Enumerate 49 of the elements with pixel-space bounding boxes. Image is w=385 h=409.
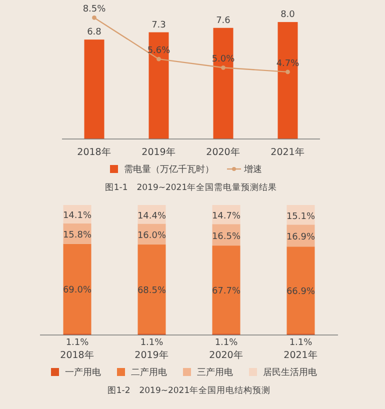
legend-label: 二产用电 bbox=[131, 367, 167, 378]
point bbox=[92, 16, 96, 20]
legend-label: 增速 bbox=[243, 164, 262, 175]
data-label: 1.1% bbox=[214, 338, 238, 348]
data-label: 14.1% bbox=[62, 211, 92, 222]
data-label: 16.5% bbox=[212, 232, 241, 242]
bar bbox=[63, 244, 92, 334]
data-label: 7.3 bbox=[152, 20, 166, 30]
point bbox=[286, 70, 290, 74]
bar bbox=[213, 28, 234, 139]
data-label: 1.1% bbox=[66, 338, 90, 348]
data-label: 14.4% bbox=[137, 211, 166, 222]
x-tick-label: 2021年 bbox=[284, 349, 318, 361]
data-label: 68.5% bbox=[137, 286, 166, 296]
legend-label: 居民生活用电 bbox=[263, 367, 317, 378]
data-label: 1.1% bbox=[140, 338, 164, 348]
data-label: 15.8% bbox=[62, 230, 92, 241]
data-label: 14.7% bbox=[212, 212, 241, 222]
data-label: 16.0% bbox=[137, 231, 166, 242]
x-tick-label: 2020年 bbox=[206, 146, 240, 158]
x-tick-label: 2018年 bbox=[77, 146, 112, 158]
data-label: 8.5% bbox=[82, 4, 106, 15]
x-tick-label: 2018年 bbox=[60, 349, 94, 361]
x-tick-label: 2019年 bbox=[142, 146, 176, 158]
point bbox=[156, 56, 161, 62]
bar bbox=[84, 40, 104, 139]
legend-label: 需电量（万亿千瓦时） bbox=[124, 164, 214, 175]
data-label: 16.9% bbox=[286, 232, 316, 243]
data-label: 15.1% bbox=[286, 212, 316, 222]
data-label: 67.7% bbox=[212, 286, 241, 297]
bar bbox=[148, 32, 169, 139]
bar bbox=[286, 246, 315, 334]
caption: 图1-2 2019~2021年全国用电结构预测 bbox=[107, 385, 271, 396]
point bbox=[221, 65, 226, 70]
data-label: 7.6 bbox=[216, 16, 231, 26]
data-label: 1.1% bbox=[289, 338, 313, 348]
bar bbox=[212, 246, 240, 334]
data-label: 69.0% bbox=[62, 286, 92, 296]
legend-label: 一产用电 bbox=[65, 367, 101, 378]
legend-label: 三产用电 bbox=[197, 367, 233, 378]
bar bbox=[278, 22, 298, 139]
caption: 图1-1 2019~2021年全国需电量预测结果 bbox=[104, 182, 278, 193]
data-label: 8.0 bbox=[280, 10, 296, 20]
x-tick-label: 2019年 bbox=[134, 349, 169, 361]
x-tick-label: 2021年 bbox=[270, 146, 305, 158]
x-tick-label: 2020年 bbox=[209, 349, 244, 361]
bar bbox=[138, 244, 166, 334]
data-label: 66.9% bbox=[286, 287, 316, 298]
data-label: 6.8 bbox=[87, 28, 102, 38]
